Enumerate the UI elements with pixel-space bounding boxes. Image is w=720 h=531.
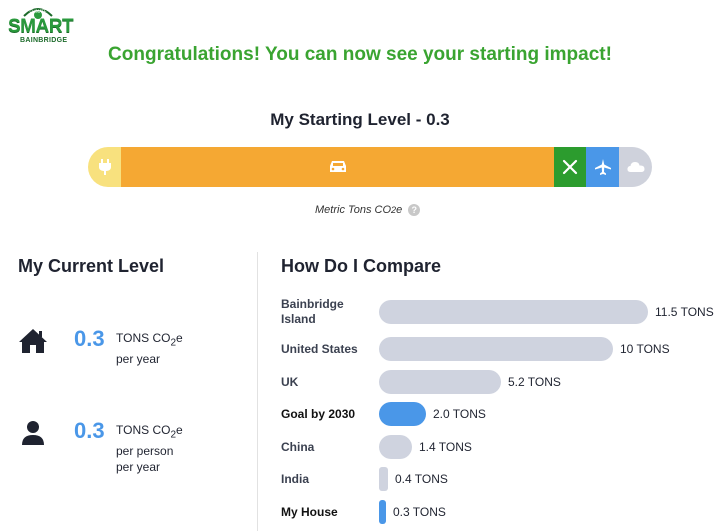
compare-row-value: 5.2 TONS — [508, 375, 561, 389]
compare-row-my-house: My House 0.3 TONS — [281, 499, 446, 525]
impact-segment-food[interactable] — [554, 147, 586, 187]
compare-row-value: 10 TONS — [620, 342, 670, 356]
compare-bar — [379, 500, 386, 524]
car-icon — [329, 161, 346, 172]
compare-bar — [379, 370, 501, 394]
unit-label: Metric Tons CO 2 e ? — [315, 204, 421, 216]
cloud-icon — [626, 162, 644, 172]
compare-row-goal-2030: Goal by 2030 2.0 TONS — [281, 401, 486, 427]
person-icon — [22, 421, 44, 445]
compare-row-china: China 1.4 TONS — [281, 434, 472, 460]
compare-row-united-states: United States 10 TONS — [281, 336, 670, 362]
compare-row-value: 0.3 TONS — [393, 505, 446, 519]
impact-segment-energy[interactable] — [88, 147, 121, 187]
current-level-heading: My Current Level — [18, 256, 165, 276]
compare-heading: How Do I Compare — [281, 256, 442, 276]
compare-bar — [379, 402, 426, 426]
compare-row-name: Bainbridge Island — [281, 297, 344, 326]
compare-row-value: 1.4 TONS — [419, 440, 472, 454]
impact-segment-waste[interactable] — [619, 147, 652, 187]
compare-row-name: Goal by 2030 — [281, 406, 356, 421]
compare-bar — [379, 300, 648, 324]
person-value: 0.3 — [74, 418, 105, 443]
logo-sub-text: BAINBRIDGE — [20, 37, 68, 44]
compare-row-value: 2.0 TONS — [433, 407, 486, 421]
impact-bar — [88, 147, 652, 187]
help-icon[interactable]: ? — [408, 204, 421, 216]
compare-row-value: 0.4 TONS — [395, 472, 448, 486]
house-icon — [19, 329, 47, 353]
household-stat: 0.3 TONS CO2e per year — [18, 326, 183, 367]
fork-knife-icon — [562, 159, 578, 175]
starting-level-title: My Starting Level - 0.3 — [270, 110, 450, 129]
impact-segment-air-travel[interactable] — [586, 147, 619, 187]
compare-row-name: My House — [281, 504, 338, 519]
compare-bar — [379, 337, 613, 361]
airplane-icon — [594, 159, 611, 175]
climate-smart-logo: CLIMATE SMART BAINBRIDGE — [8, 6, 74, 44]
eye-logo-icon: CLIMATE — [23, 8, 53, 19]
compare-row-india: India 0.4 TONS — [281, 466, 448, 492]
compare-row-name: China — [281, 439, 315, 454]
headline: Congratulations! You can now see your st… — [108, 44, 612, 65]
compare-row-name: United States — [281, 341, 358, 356]
logo-top-text: CLIMATE — [29, 9, 47, 14]
plug-icon — [98, 159, 111, 175]
logo-main-text: SMART — [8, 16, 74, 37]
compare-bar — [379, 435, 412, 459]
person-stat: 0.3 TONS CO2e per person per year — [18, 418, 183, 475]
household-unit: TONS CO2e per year — [116, 331, 183, 367]
compare-row-bainbridge: Bainbridge Island 11.5 TONS — [281, 297, 714, 326]
compare-bar — [379, 467, 388, 491]
impact-segment-transport[interactable] — [121, 147, 554, 187]
compare-row-name: UK — [281, 374, 299, 389]
household-value: 0.3 — [74, 326, 105, 351]
person-unit: TONS CO2e per person per year — [116, 423, 183, 475]
section-divider — [257, 252, 258, 531]
compare-row-uk: UK 5.2 TONS — [281, 369, 561, 395]
compare-row-value: 11.5 TONS — [655, 305, 714, 319]
compare-row-name: India — [281, 471, 310, 486]
